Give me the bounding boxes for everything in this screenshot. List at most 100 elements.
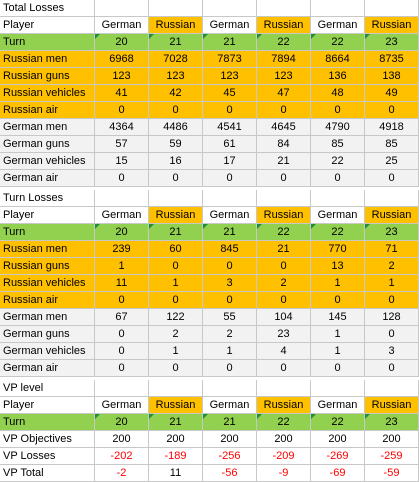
data-cell[interactable]: 0 bbox=[365, 326, 419, 343]
empty-cell[interactable] bbox=[311, 380, 365, 397]
turn-cell[interactable]: 23 bbox=[365, 224, 419, 241]
data-cell[interactable]: 136 bbox=[311, 68, 365, 85]
data-cell[interactable]: 123 bbox=[95, 68, 149, 85]
player-cell[interactable]: German bbox=[203, 397, 257, 414]
data-cell[interactable]: 104 bbox=[257, 309, 311, 326]
data-cell[interactable]: 67 bbox=[95, 309, 149, 326]
data-cell[interactable]: 0 bbox=[311, 360, 365, 377]
turn-cell[interactable]: 22 bbox=[311, 224, 365, 241]
data-cell[interactable]: 200 bbox=[203, 431, 257, 448]
data-cell[interactable]: 49 bbox=[365, 85, 419, 102]
section-title[interactable]: Turn Losses bbox=[0, 190, 95, 207]
empty-cell[interactable] bbox=[95, 380, 149, 397]
data-cell[interactable]: 85 bbox=[365, 136, 419, 153]
player-cell[interactable]: Russian bbox=[149, 397, 203, 414]
empty-cell[interactable] bbox=[311, 0, 365, 17]
turn-cell[interactable]: 22 bbox=[257, 224, 311, 241]
data-cell[interactable]: 1 bbox=[203, 343, 257, 360]
data-cell[interactable]: 0 bbox=[95, 292, 149, 309]
turn-cell[interactable]: 23 bbox=[365, 414, 419, 431]
data-cell[interactable]: 200 bbox=[311, 431, 365, 448]
data-cell[interactable]: 4364 bbox=[95, 119, 149, 136]
data-cell[interactable]: 0 bbox=[257, 170, 311, 187]
data-cell[interactable]: -59 bbox=[365, 465, 419, 482]
data-cell[interactable]: 1 bbox=[311, 326, 365, 343]
data-cell[interactable]: 11 bbox=[149, 465, 203, 482]
row-label[interactable]: Russian vehicles bbox=[0, 85, 95, 102]
data-cell[interactable]: 0 bbox=[149, 102, 203, 119]
data-cell[interactable]: 138 bbox=[365, 68, 419, 85]
data-cell[interactable]: 4 bbox=[257, 343, 311, 360]
data-cell[interactable]: 11 bbox=[95, 275, 149, 292]
turn-cell[interactable]: 22 bbox=[257, 34, 311, 51]
data-cell[interactable]: -189 bbox=[149, 448, 203, 465]
data-cell[interactable]: 15 bbox=[95, 153, 149, 170]
data-cell[interactable]: 1 bbox=[149, 275, 203, 292]
empty-cell[interactable] bbox=[95, 0, 149, 17]
turn-cell[interactable]: 21 bbox=[149, 414, 203, 431]
data-cell[interactable]: 0 bbox=[203, 170, 257, 187]
turn-cell[interactable]: 22 bbox=[311, 414, 365, 431]
data-cell[interactable]: 23 bbox=[257, 326, 311, 343]
row-label[interactable]: German vehicles bbox=[0, 343, 95, 360]
row-label[interactable]: Russian guns bbox=[0, 68, 95, 85]
row-label[interactable]: Russian men bbox=[0, 241, 95, 258]
data-cell[interactable]: 7028 bbox=[149, 51, 203, 68]
data-cell[interactable]: 61 bbox=[203, 136, 257, 153]
data-cell[interactable]: 16 bbox=[149, 153, 203, 170]
data-cell[interactable]: 0 bbox=[203, 102, 257, 119]
data-cell[interactable]: 7873 bbox=[203, 51, 257, 68]
player-label[interactable]: Player bbox=[0, 207, 95, 224]
data-cell[interactable]: 25 bbox=[365, 153, 419, 170]
data-cell[interactable]: 0 bbox=[311, 292, 365, 309]
turn-cell[interactable]: 20 bbox=[95, 224, 149, 241]
data-cell[interactable]: 60 bbox=[149, 241, 203, 258]
empty-cell[interactable] bbox=[257, 380, 311, 397]
data-cell[interactable]: 123 bbox=[149, 68, 203, 85]
data-cell[interactable]: 4918 bbox=[365, 119, 419, 136]
data-cell[interactable]: 48 bbox=[311, 85, 365, 102]
data-cell[interactable]: 57 bbox=[95, 136, 149, 153]
data-cell[interactable]: 0 bbox=[365, 170, 419, 187]
data-cell[interactable]: 0 bbox=[257, 258, 311, 275]
data-cell[interactable]: 0 bbox=[95, 360, 149, 377]
data-cell[interactable]: 47 bbox=[257, 85, 311, 102]
data-cell[interactable]: 0 bbox=[149, 292, 203, 309]
data-cell[interactable]: 0 bbox=[203, 258, 257, 275]
data-cell[interactable]: 8664 bbox=[311, 51, 365, 68]
empty-cell[interactable] bbox=[203, 0, 257, 17]
data-cell[interactable]: 200 bbox=[95, 431, 149, 448]
data-cell[interactable]: -202 bbox=[95, 448, 149, 465]
data-cell[interactable]: 85 bbox=[311, 136, 365, 153]
data-cell[interactable]: 71 bbox=[365, 241, 419, 258]
data-cell[interactable]: 0 bbox=[365, 292, 419, 309]
data-cell[interactable]: 123 bbox=[203, 68, 257, 85]
data-cell[interactable]: -256 bbox=[203, 448, 257, 465]
turn-cell[interactable]: 20 bbox=[95, 34, 149, 51]
data-cell[interactable]: 0 bbox=[365, 102, 419, 119]
empty-cell[interactable] bbox=[203, 190, 257, 207]
turn-cell[interactable]: 21 bbox=[149, 224, 203, 241]
data-cell[interactable]: 0 bbox=[203, 360, 257, 377]
turn-cell[interactable]: 21 bbox=[203, 224, 257, 241]
data-cell[interactable]: 0 bbox=[203, 292, 257, 309]
data-cell[interactable]: 21 bbox=[257, 153, 311, 170]
data-cell[interactable]: 0 bbox=[95, 326, 149, 343]
data-cell[interactable]: -269 bbox=[311, 448, 365, 465]
turn-cell[interactable]: 21 bbox=[203, 414, 257, 431]
data-cell[interactable]: 845 bbox=[203, 241, 257, 258]
turn-label[interactable]: Turn bbox=[0, 34, 95, 51]
row-label[interactable]: VP Objectives bbox=[0, 431, 95, 448]
player-label[interactable]: Player bbox=[0, 17, 95, 34]
data-cell[interactable]: 0 bbox=[311, 170, 365, 187]
turn-cell[interactable]: 21 bbox=[203, 34, 257, 51]
data-cell[interactable]: 4790 bbox=[311, 119, 365, 136]
row-label[interactable]: VP Total bbox=[0, 465, 95, 482]
data-cell[interactable]: 3 bbox=[365, 343, 419, 360]
data-cell[interactable]: 200 bbox=[149, 431, 203, 448]
empty-cell[interactable] bbox=[365, 0, 419, 17]
turn-cell[interactable]: 23 bbox=[365, 34, 419, 51]
row-label[interactable]: German vehicles bbox=[0, 153, 95, 170]
player-cell[interactable]: German bbox=[203, 207, 257, 224]
data-cell[interactable]: 4645 bbox=[257, 119, 311, 136]
